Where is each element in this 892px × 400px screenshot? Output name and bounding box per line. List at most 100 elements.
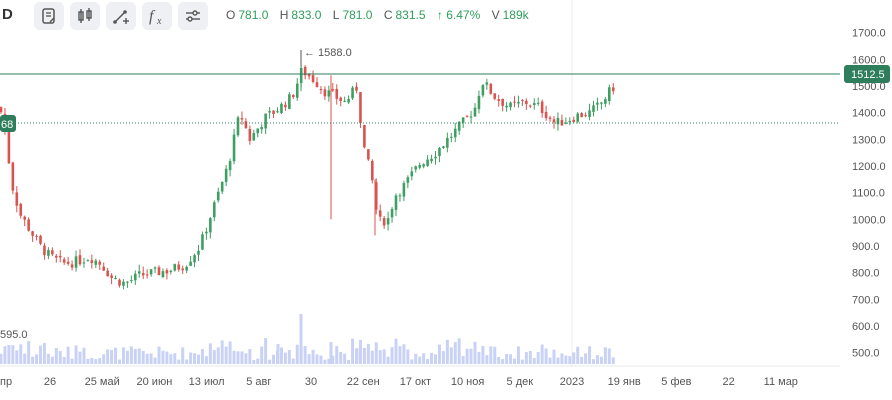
volume-bar — [264, 338, 268, 364]
volume-bar — [133, 348, 137, 364]
time-tick-label: 10 ноя — [451, 376, 484, 388]
volume-bar — [244, 353, 248, 364]
volume-bar — [141, 350, 145, 364]
candle-body — [106, 270, 109, 277]
candle-body — [86, 260, 90, 262]
volume-bar — [418, 356, 422, 364]
price-axis: 1700.0 1600.0 1500.0 1400.0 1300.0 1200.0 1100… — [852, 28, 886, 360]
indicators-icon[interactable] — [34, 2, 64, 30]
volume-bar — [208, 343, 212, 364]
candle-body — [521, 100, 524, 102]
volume-bar — [355, 348, 358, 364]
candle-body — [244, 121, 248, 128]
volume-bar — [291, 358, 295, 364]
current-price-text: 1512.5 — [851, 69, 885, 81]
candle-body — [213, 202, 216, 218]
left-level-badge — [0, 115, 16, 132]
candle-body — [473, 107, 477, 117]
settings-icon[interactable] — [178, 2, 208, 30]
volume-bar — [402, 344, 406, 364]
candle-body — [264, 113, 267, 129]
candle-body — [564, 122, 568, 124]
volume-bar — [66, 346, 70, 364]
volume-bar — [528, 351, 532, 364]
candle-body — [130, 279, 133, 281]
candle-body — [288, 94, 291, 109]
candle-body — [525, 100, 528, 105]
candle-body — [540, 101, 544, 114]
candle-body — [394, 195, 398, 210]
candle-body — [145, 274, 149, 276]
candle-body — [347, 98, 350, 103]
candle-body — [216, 191, 220, 201]
volume-bar — [118, 359, 121, 364]
volume-bar — [0, 353, 3, 364]
time-tick-label: 11 мар — [764, 376, 798, 388]
candle-body — [272, 110, 275, 114]
volume-bar — [161, 350, 165, 364]
candle-body — [453, 128, 457, 138]
candle-body — [256, 128, 260, 134]
volume-bar — [536, 352, 540, 364]
time-tick-label: 19 янв — [608, 376, 641, 388]
volume-bar — [564, 355, 568, 364]
candle-body — [438, 147, 441, 157]
high-value: 833.0 — [291, 8, 322, 22]
volume-bar — [430, 352, 434, 364]
candle-body — [469, 116, 473, 118]
candle-body — [592, 105, 595, 112]
volume-bar — [358, 348, 362, 364]
volume-bar — [532, 358, 536, 364]
volume-bar — [279, 347, 283, 364]
price-tick-label: 1400.0 — [852, 108, 886, 120]
volume-bar — [611, 357, 615, 364]
volume-bar — [607, 348, 611, 364]
volume-bar — [461, 356, 465, 364]
volume-bar — [283, 352, 287, 364]
volume-bar — [516, 346, 520, 364]
volume-bar — [3, 346, 7, 364]
candle-body — [552, 119, 556, 123]
candle-body — [118, 279, 121, 286]
volume-bar — [441, 351, 445, 364]
volume-bar — [477, 351, 481, 364]
candle-body — [141, 273, 145, 276]
volume-bar — [42, 342, 46, 364]
candle-body — [315, 82, 319, 88]
time-tick-label: пр — [0, 376, 12, 388]
interval-label[interactable]: D — [2, 6, 13, 23]
candle-body — [177, 264, 181, 270]
candle-body — [481, 84, 485, 96]
price-tick-label: 500.0 — [852, 348, 880, 360]
candle-body — [228, 161, 232, 171]
candle-body — [110, 275, 113, 278]
volume-bar — [197, 354, 200, 364]
volume-bar — [31, 356, 35, 364]
volume-label: V — [491, 8, 500, 22]
draw-tools-icon[interactable] — [106, 2, 136, 30]
candle-body — [568, 120, 572, 123]
candle-body — [165, 270, 169, 274]
volume-bar — [114, 347, 118, 364]
candles-icon[interactable] — [70, 2, 100, 30]
candle-body — [55, 255, 58, 258]
volume-bars — [0, 314, 615, 364]
volume-bar — [520, 359, 524, 364]
volume-bar — [552, 349, 556, 364]
volume-bar — [426, 359, 430, 364]
volume-bar — [556, 357, 560, 364]
volume-bar — [374, 342, 378, 364]
volume-bar — [82, 347, 86, 364]
candle-body — [137, 271, 141, 274]
volume-bar — [453, 342, 457, 364]
candle-body — [205, 231, 208, 234]
volume-bar — [592, 359, 595, 364]
candle-body — [66, 261, 70, 264]
candle-body — [339, 97, 342, 101]
volume-bar — [347, 359, 351, 364]
volume-bar — [125, 350, 129, 364]
volume-bar — [252, 359, 256, 364]
